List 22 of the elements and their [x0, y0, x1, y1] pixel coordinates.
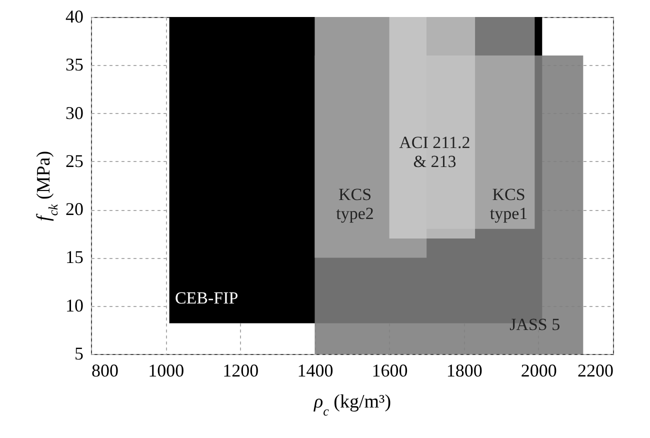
x-tick-label: 1600 [372, 360, 408, 380]
x-tick-label: 2000 [520, 360, 557, 380]
series-label: JASS 5 [510, 315, 560, 334]
series-label: ACI 211.2 & 213 [399, 133, 470, 172]
x-tick-label: 1000 [148, 360, 184, 380]
y-tick-label: 40 [66, 6, 84, 26]
series-label: KCS type1 [490, 184, 528, 223]
y-tick-label: 15 [66, 247, 84, 268]
y-tick-label: 10 [66, 295, 84, 316]
y-tick-label: 20 [66, 199, 84, 220]
y-tick-label: 25 [66, 150, 84, 171]
y-tick-label: 30 [66, 102, 84, 123]
x-axis-title: ρ$_{c}$ (kg/m³) [312, 392, 392, 418]
y-tick-label: 35 [66, 54, 84, 75]
x-tick-label: 2200 [578, 360, 614, 380]
x-tick-label: 800 [92, 360, 118, 380]
y-tick-label: 5 [74, 344, 84, 364]
series-label: KCS type2 [336, 185, 374, 224]
x-tick-label: 1800 [446, 360, 482, 380]
x-tick-label: 1200 [222, 360, 259, 380]
series-label: CEB-FIP [174, 288, 238, 308]
x-tick-label: 1400 [297, 360, 334, 380]
